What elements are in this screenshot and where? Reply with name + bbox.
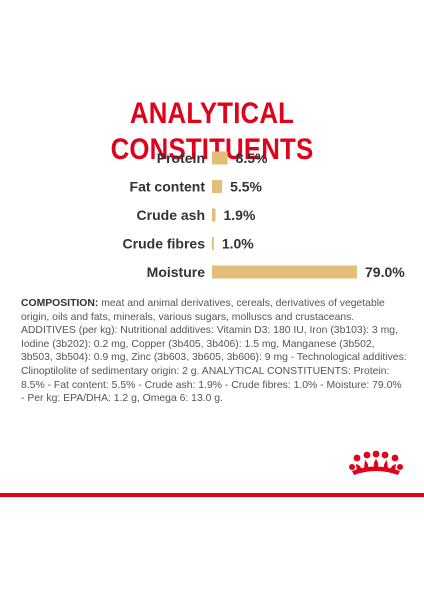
bar-value-label: 79.0% bbox=[365, 264, 405, 280]
bar bbox=[212, 208, 216, 222]
bar-label: Crude fibres bbox=[123, 236, 206, 252]
footer-red-rule bbox=[0, 493, 424, 497]
royal-crown-logo-icon bbox=[349, 450, 403, 475]
bar-value-label: 8.5% bbox=[236, 150, 268, 166]
composition-heading: COMPOSITION: bbox=[21, 298, 99, 309]
bar-value-label: 1.9% bbox=[223, 207, 255, 223]
bar-label: Protein bbox=[157, 150, 205, 166]
bar-value-label: 5.5% bbox=[230, 179, 262, 195]
bar bbox=[212, 265, 357, 279]
bar bbox=[212, 237, 214, 250]
bar-label: Moisture bbox=[147, 264, 206, 280]
bar bbox=[212, 151, 228, 165]
bar-label: Fat content bbox=[130, 179, 206, 195]
bar-label: Crude ash bbox=[137, 207, 205, 223]
composition-text: COMPOSITION: meat and animal derivatives… bbox=[21, 297, 407, 406]
composition-body: meat and animal derivatives, cereals, de… bbox=[21, 298, 407, 405]
bar bbox=[212, 180, 223, 193]
analytical-constituents-chart: Protein 8.5% Fat content 5.5% Crude ash 1.9% C… bbox=[123, 150, 406, 280]
chart-title: ANALYTICAL CONSTITUENTS bbox=[110, 97, 314, 166]
bar-value-label: 1.0% bbox=[222, 236, 254, 252]
